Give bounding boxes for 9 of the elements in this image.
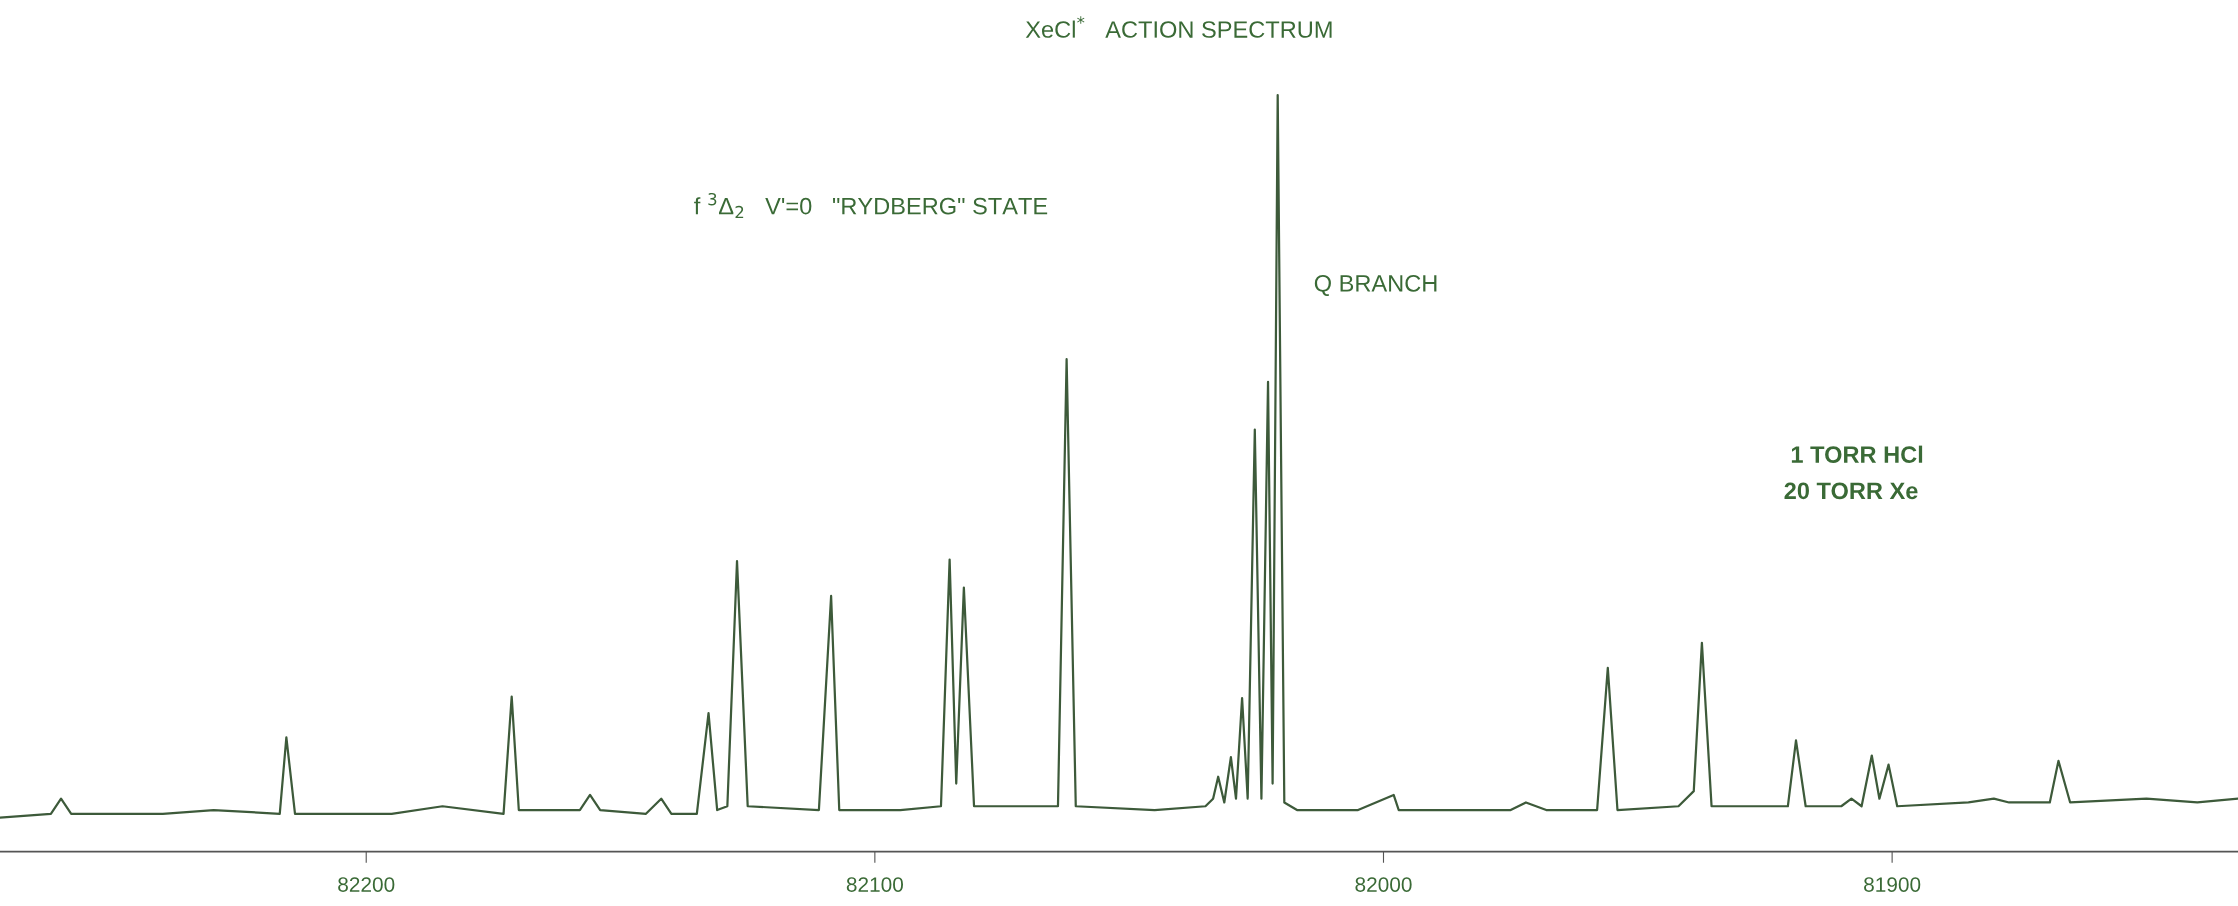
chart-title: XeCl$^{*}$ ACTION SPECTRUM [1025, 16, 1332, 38]
annotation: Q BRANCH [1314, 275, 1437, 296]
x-tick-label: 81900 [1864, 877, 1921, 892]
annotation: 1 TORR HCl [1791, 445, 1923, 463]
x-tick-label: 82100 [846, 877, 904, 892]
annotation: 20 TORR Xe [1784, 482, 1918, 500]
text: f $^{3}$Δ$_{2}$ V'=0 "RYDBERG" STATE [694, 192, 1048, 219]
x-tick-label: 82000 [1355, 877, 1412, 892]
x-tick-label: 82200 [338, 877, 395, 892]
